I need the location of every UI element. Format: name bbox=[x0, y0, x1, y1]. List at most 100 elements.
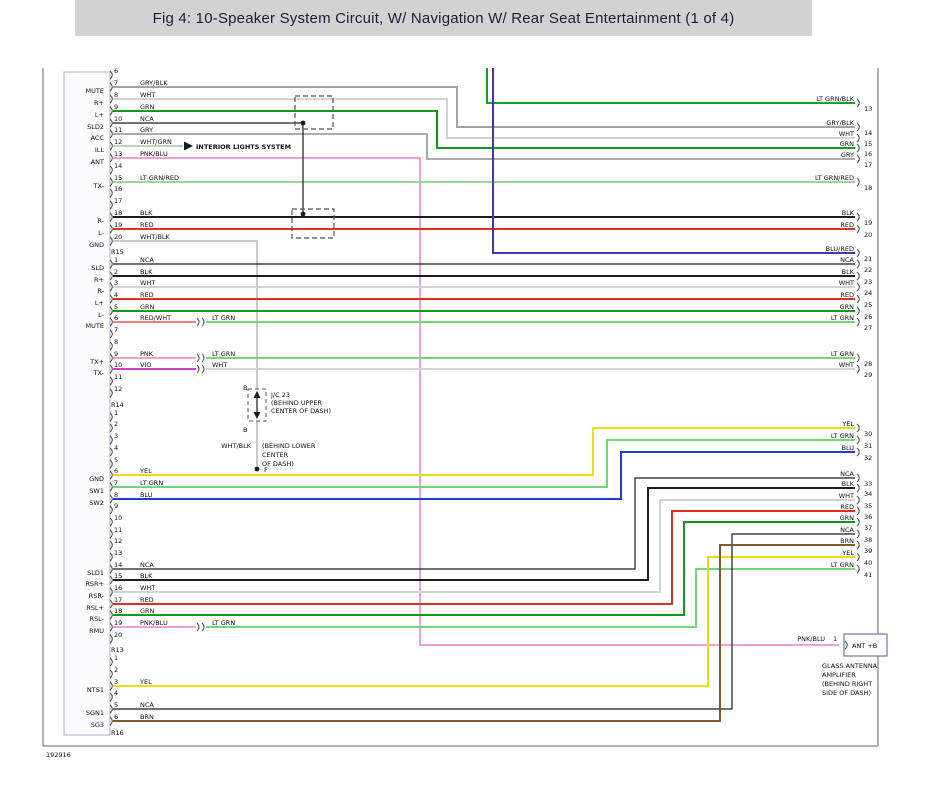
pin-bracket-icon bbox=[856, 133, 860, 143]
wire-color-label: NCA bbox=[840, 256, 854, 264]
pin-bracket-icon bbox=[856, 154, 860, 164]
pin-bracket-icon bbox=[109, 106, 113, 116]
pin-bracket-icon bbox=[856, 248, 860, 258]
shield-box bbox=[294, 95, 334, 130]
wire-color-label: YEL bbox=[139, 678, 152, 686]
pin-bracket-icon bbox=[109, 153, 113, 163]
wire-color-label: YEL bbox=[841, 549, 854, 557]
pin-number: 3 bbox=[114, 678, 118, 686]
pin-number: 12 bbox=[114, 537, 122, 545]
annotation-label: PNK/BLU bbox=[797, 635, 825, 643]
pin-number: 15 bbox=[114, 174, 122, 182]
pin-number: 19 bbox=[864, 219, 872, 227]
annotation-label: CENTER OF DASH) bbox=[271, 407, 331, 415]
wire-grn bbox=[113, 521, 855, 616]
pin-bracket-icon bbox=[109, 482, 113, 492]
pin-bracket-icon bbox=[856, 483, 860, 493]
pin-number: 13 bbox=[864, 105, 872, 113]
pin-bracket-icon bbox=[109, 494, 113, 504]
figure-title-bar: Fig 4: 10-Speaker System Circuit, W/ Nav… bbox=[75, 0, 812, 36]
pin-number: 17 bbox=[114, 197, 122, 205]
pin-bracket-icon bbox=[109, 364, 113, 374]
pin-number: 5 bbox=[114, 701, 118, 709]
wire-color-label: LT GRN/RED bbox=[140, 174, 179, 182]
pin-number: 5 bbox=[114, 456, 118, 464]
pin-bracket-icon bbox=[109, 306, 113, 316]
pin-number: 24 bbox=[864, 289, 872, 297]
pin-bracket-icon bbox=[856, 317, 860, 327]
wire-color-label: PNK/BLU bbox=[140, 619, 168, 627]
wire-yel bbox=[113, 427, 855, 476]
pin-number: 5 bbox=[114, 303, 118, 311]
wire-color-label: WHT/GRN bbox=[140, 138, 172, 146]
pin-bracket-icon bbox=[109, 529, 113, 539]
signal-label: NTS1 bbox=[87, 686, 104, 694]
wire-nca bbox=[113, 533, 855, 710]
pin-bracket-icon bbox=[856, 473, 860, 483]
pin-bracket-icon bbox=[109, 224, 113, 234]
wire-color-label: RED bbox=[140, 596, 154, 604]
wire-color-label: GRN bbox=[840, 303, 855, 311]
pin-number: 2 bbox=[114, 420, 118, 428]
pin-bracket-icon bbox=[856, 364, 860, 374]
pin-number: 11 bbox=[114, 126, 122, 134]
pin-bracket-icon bbox=[109, 388, 113, 398]
pin-number: 4 bbox=[114, 291, 118, 299]
wire-ltgrn bbox=[206, 568, 855, 628]
pin-number: 40 bbox=[864, 559, 872, 567]
pin-number: 17 bbox=[114, 596, 122, 604]
pin-number: 32 bbox=[864, 454, 872, 462]
pin-bracket-icon bbox=[844, 640, 848, 650]
pin-number: 11 bbox=[114, 373, 122, 381]
pin-bracket-icon bbox=[109, 681, 113, 691]
pin-number: 31 bbox=[864, 442, 872, 450]
pin-bracket-icon bbox=[109, 669, 113, 679]
wire-ltgrnblk bbox=[486, 68, 855, 104]
pin-number: 15 bbox=[864, 140, 872, 148]
pin-bracket-icon bbox=[109, 412, 113, 422]
pin-number: 35 bbox=[864, 502, 872, 510]
signal-label: SG3 bbox=[91, 721, 104, 729]
wire-color-label: NCA bbox=[140, 561, 154, 569]
pin-number: 16 bbox=[114, 584, 122, 592]
wire-color-label: RED bbox=[140, 221, 154, 229]
pin-number: 3 bbox=[114, 279, 118, 287]
wire-color-label: PNK/BLU bbox=[140, 150, 168, 158]
wire-color-label: NCA bbox=[140, 256, 154, 264]
pin-bracket-icon bbox=[109, 376, 113, 386]
pin-bracket-icon bbox=[109, 212, 113, 222]
signal-label: TX+ bbox=[89, 358, 104, 366]
pin-bracket-icon bbox=[109, 329, 113, 339]
interior-lights-arrow-icon bbox=[184, 141, 193, 151]
annotation-label: GLASS ANTENNA bbox=[822, 662, 878, 670]
inline-connector-icon bbox=[196, 622, 205, 632]
wire-whtblk bbox=[113, 240, 258, 389]
wire-color-label: RED bbox=[840, 221, 854, 229]
pin-number: 23 bbox=[864, 278, 872, 286]
connector-id-label: R13 bbox=[111, 646, 124, 654]
wire-color-label: GRY bbox=[841, 151, 854, 159]
annotation-label: 1 bbox=[833, 635, 837, 643]
pin-number: 9 bbox=[114, 350, 118, 358]
signal-label: SGN1 bbox=[86, 709, 104, 717]
wire-color-label: NCA bbox=[840, 526, 854, 534]
inline-connector-icon bbox=[196, 364, 205, 374]
pin-number: 41 bbox=[864, 571, 872, 579]
wire-color-label: BRN bbox=[140, 713, 154, 721]
signal-label: R- bbox=[97, 217, 104, 225]
wire-color-label: RED/WHT bbox=[140, 314, 171, 322]
ant-b-box bbox=[843, 633, 888, 657]
pin-bracket-icon bbox=[856, 447, 860, 457]
pin-bracket-icon bbox=[109, 634, 113, 644]
pin-bracket-icon bbox=[856, 423, 860, 433]
connector-id-label: R15 bbox=[111, 248, 124, 256]
signal-label: MUTE bbox=[86, 87, 104, 95]
signal-label: ANT bbox=[91, 158, 104, 166]
signal-label: MUTE bbox=[86, 322, 104, 330]
pin-bracket-icon bbox=[856, 212, 860, 222]
pin-number: 7 bbox=[114, 479, 118, 487]
annotation-label: J/C 23 bbox=[270, 391, 290, 399]
pin-number: 12 bbox=[114, 138, 122, 146]
signal-label: RSL- bbox=[90, 615, 105, 623]
pin-bracket-icon bbox=[109, 341, 113, 351]
